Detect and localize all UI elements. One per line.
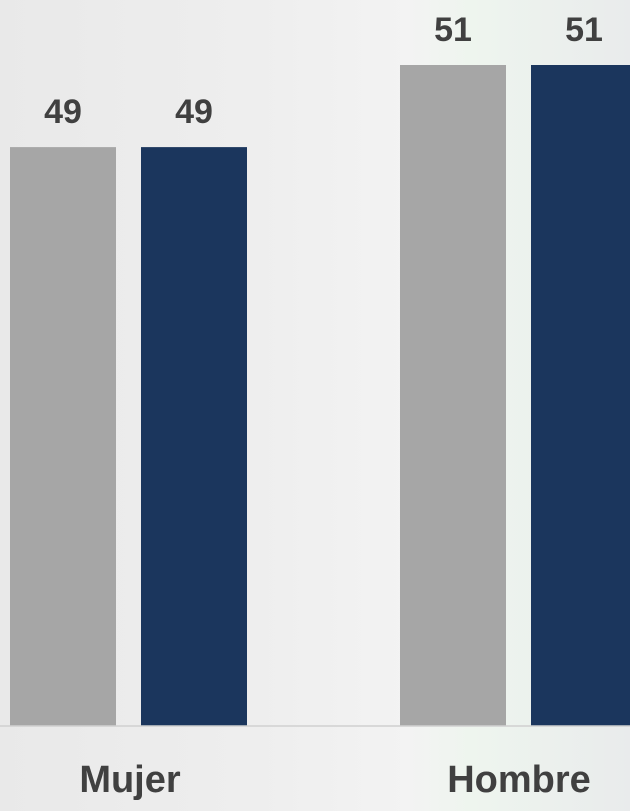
- data-label-mujer-series-1: 49: [44, 93, 82, 131]
- category-labels-group: Mujer Hombre: [79, 759, 590, 801]
- category-label-hombre: Hombre: [447, 759, 591, 801]
- data-labels-group: 49 49 51 51: [44, 11, 603, 131]
- bars-group: [10, 65, 630, 726]
- bar-hombre-series-1: [400, 65, 506, 726]
- category-label-mujer: Mujer: [79, 759, 181, 801]
- bar-hombre-series-2: [531, 65, 630, 726]
- data-label-hombre-series-1: 51: [434, 11, 472, 49]
- data-label-hombre-series-2: 51: [565, 11, 603, 49]
- bar-mujer-series-2: [141, 147, 247, 726]
- data-label-mujer-series-2: 49: [175, 93, 213, 131]
- bar-mujer-series-1: [10, 147, 116, 726]
